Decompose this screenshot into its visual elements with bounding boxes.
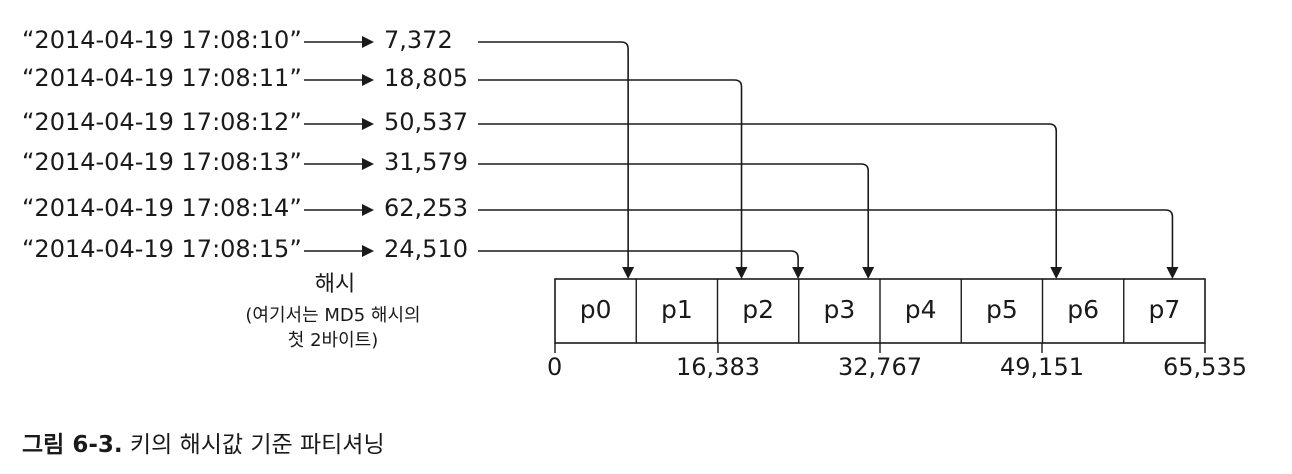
partition-label-p0: p0	[579, 295, 612, 324]
hash-to-partition-arrow	[478, 79, 748, 279]
figure-caption-number: 그림 6-3.	[22, 432, 123, 458]
key-label: “2014-04-19 17:08:14”	[22, 194, 302, 222]
key-label: “2014-04-19 17:08:11”	[22, 64, 302, 92]
hash-to-partition-arrow	[478, 41, 635, 279]
hash-note-line2: 첫 2바이트)	[287, 330, 379, 351]
figure-caption-text: 키의 해시값 기준 파티셔닝	[122, 432, 385, 458]
axis-tick-label: 32,767	[838, 353, 922, 381]
hash-to-partition-arrow	[478, 209, 1179, 279]
key-label: “2014-04-19 17:08:10”	[22, 26, 302, 54]
hash-value-label: 31,579	[384, 148, 468, 176]
hash-value-label: 18,805	[384, 64, 468, 92]
hash-value-label: 50,537	[384, 108, 468, 136]
partition-label-p7: p7	[1148, 295, 1181, 324]
hash-value-label: 7,372	[384, 26, 453, 54]
axis-tick-label: 49,151	[1000, 353, 1084, 381]
figure-caption: 그림 6-3. 키의 해시값 기준 파티셔닝	[22, 425, 385, 459]
key-label: “2014-04-19 17:08:15”	[22, 235, 302, 263]
axis-tick-label: 16,383	[676, 353, 760, 381]
hash-value-label: 62,253	[384, 194, 468, 222]
hash-to-partition-arrow	[478, 250, 805, 279]
partition-label-p1: p1	[660, 295, 693, 324]
hash-to-partition-arrow	[478, 163, 875, 279]
axis-tick-label: 65,535	[1163, 353, 1247, 381]
hash-label: 해시	[314, 272, 356, 297]
partition-label-p6: p6	[1067, 295, 1100, 324]
hash-to-partition-arrow	[478, 123, 1063, 279]
hash-note-line1: (여기서는 MD5 해시의	[245, 305, 421, 326]
partition-label-p2: p2	[742, 295, 775, 324]
key-label: “2014-04-19 17:08:12”	[22, 108, 302, 136]
partition-label-p3: p3	[823, 295, 856, 324]
partition-label-p5: p5	[985, 295, 1018, 324]
axis-tick-label: 0	[547, 353, 563, 381]
key-label: “2014-04-19 17:08:13”	[22, 148, 302, 176]
hash-value-label: 24,510	[384, 235, 468, 263]
partition-label-p4: p4	[904, 295, 937, 324]
